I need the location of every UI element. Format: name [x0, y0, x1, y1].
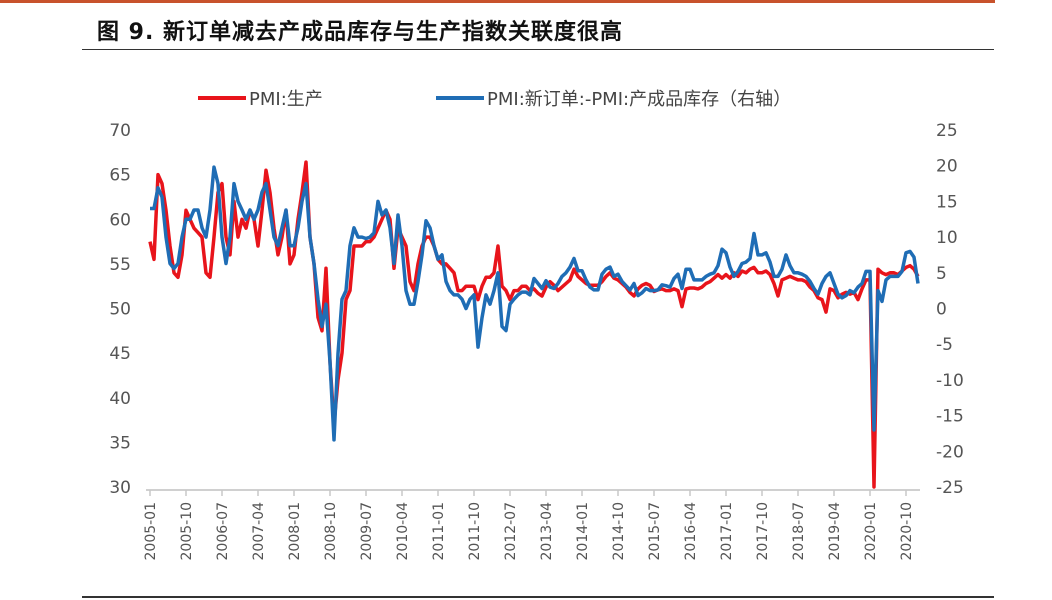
x-tick-label: 2018-07 — [791, 502, 807, 561]
left-tick-label: 60 — [109, 210, 131, 230]
right-tick-label: 5 — [936, 264, 947, 284]
right-tick-label: 20 — [936, 157, 958, 177]
right-tick-label: -20 — [936, 442, 964, 462]
x-tick-label: 2015-07 — [647, 502, 663, 561]
x-tick-label: 2016-04 — [683, 502, 699, 561]
left-tick-label: 30 — [109, 478, 131, 498]
right-tick-label: 15 — [936, 192, 958, 212]
legend-label-production: PMI:生产 — [249, 89, 323, 110]
x-tick-label: 2008-01 — [287, 502, 303, 561]
right-tick-label: 0 — [936, 300, 947, 320]
x-tick-label: 2017-10 — [755, 502, 771, 561]
x-tick-label: 2007-04 — [251, 502, 267, 561]
x-tick-label: 2020-10 — [899, 502, 915, 561]
x-tick-label: 2009-07 — [359, 502, 375, 561]
right-tick-label: -25 — [936, 478, 964, 498]
x-tick-label: 2011-01 — [431, 502, 447, 561]
left-tick-label: 40 — [109, 389, 131, 409]
x-tick-label: 2005-10 — [179, 502, 195, 561]
bottom-divider — [82, 596, 994, 598]
x-axis: 2005-01 2005-10 2006-07 2007-04 2008-01 2008-… — [143, 489, 920, 561]
right-y-axis: 25 20 15 10 5 0 -5 -10 -15 -20 -25 — [936, 121, 964, 498]
legend: PMI:生产 PMI:新订单:-PMI:产成品库存（右轴） — [198, 89, 791, 110]
x-tick-label: 2019-04 — [827, 502, 843, 561]
left-tick-label: 70 — [109, 121, 131, 141]
right-tick-label: 25 — [936, 121, 958, 141]
left-tick-label: 65 — [109, 166, 131, 186]
right-tick-label: -5 — [936, 335, 953, 355]
right-tick-label: 10 — [936, 228, 958, 248]
x-tick-label: 2005-01 — [143, 502, 159, 561]
series-line-production — [148, 160, 920, 489]
legend-label-orders-minus-inventory: PMI:新订单:-PMI:产成品库存（右轴） — [487, 89, 791, 110]
left-y-axis: 70 65 60 55 50 45 40 35 30 — [109, 121, 131, 498]
x-tick-label: 2017-01 — [719, 502, 735, 561]
x-tick-label: 2010-04 — [395, 502, 411, 561]
x-tick-label: 2006-07 — [215, 502, 231, 561]
left-tick-label: 45 — [109, 344, 131, 364]
x-tick-label: 2011-10 — [467, 502, 483, 561]
x-tick-label: 2008-10 — [323, 502, 339, 561]
x-tick-label: 2020-01 — [863, 502, 879, 561]
series-lines — [148, 160, 920, 489]
x-tick-label: 2012-07 — [503, 502, 519, 561]
right-tick-label: -15 — [936, 407, 964, 427]
x-tick-label: 2014-01 — [575, 502, 591, 561]
title-divider — [82, 49, 994, 50]
series-line-orders-minus-inventory — [150, 165, 920, 442]
right-tick-label: -10 — [936, 371, 964, 391]
left-tick-label: 35 — [109, 433, 131, 453]
x-tick-label: 2013-04 — [539, 502, 555, 561]
left-tick-label: 50 — [109, 300, 131, 320]
top-accent-bar — [0, 0, 995, 3]
x-tick-label: 2014-10 — [611, 502, 627, 561]
left-tick-label: 55 — [109, 255, 131, 275]
figure-title: 图 9. 新订单减去产成品库存与生产指数关联度很高 — [97, 20, 623, 45]
